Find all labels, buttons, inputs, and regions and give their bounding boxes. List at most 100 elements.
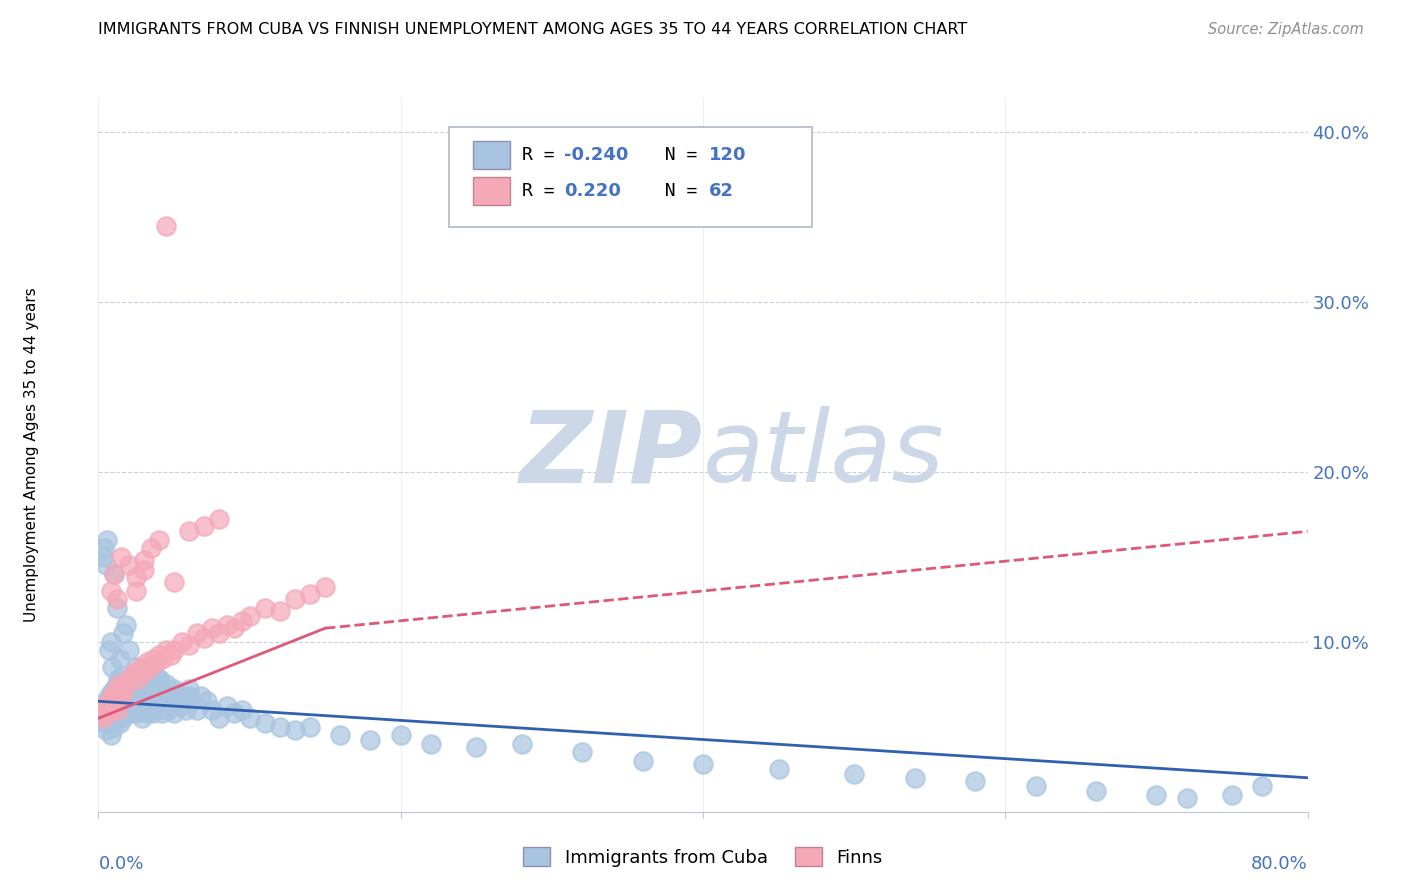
Point: [299, 720, 322, 734]
Point: [127, 672, 149, 686]
Point: [108, 694, 131, 708]
Text: IMMIGRANTS FROM CUBA VS FINNISH UNEMPLOYMENT AMONG AGES 35 TO 44 YEARS CORRELATI: IMMIGRANTS FROM CUBA VS FINNISH UNEMPLOY…: [98, 22, 967, 37]
Point: [190, 689, 212, 703]
Point: [253, 716, 276, 731]
Point: [90, 706, 112, 721]
Point: [111, 686, 134, 700]
Point: [136, 677, 159, 691]
Point: [360, 733, 382, 747]
Point: [132, 665, 155, 680]
Point: [239, 711, 262, 725]
Point: [166, 686, 188, 700]
Point: [186, 703, 208, 717]
Point: [146, 703, 169, 717]
Point: [100, 728, 122, 742]
Point: [114, 682, 136, 697]
Point: [125, 660, 148, 674]
Point: [132, 564, 155, 578]
Point: [143, 694, 166, 708]
Point: [100, 686, 122, 700]
Point: [96, 699, 118, 714]
Point: [104, 694, 127, 708]
Point: [135, 706, 157, 721]
Point: [177, 682, 201, 697]
Point: [1144, 788, 1167, 802]
Text: 120: 120: [709, 146, 747, 164]
Point: [172, 689, 194, 703]
Text: -0.240: -0.240: [564, 146, 628, 164]
Text: R =: R =: [522, 146, 565, 164]
Point: [105, 682, 128, 697]
Point: [208, 512, 231, 526]
Point: [1175, 791, 1198, 805]
Text: R =: R =: [522, 182, 565, 200]
Point: [103, 686, 125, 700]
Point: [131, 711, 153, 725]
Point: [155, 219, 177, 233]
Text: atlas: atlas: [703, 407, 945, 503]
Point: [692, 757, 714, 772]
Point: [101, 706, 124, 721]
Point: [111, 626, 134, 640]
Point: [193, 519, 215, 533]
Point: [108, 716, 131, 731]
Point: [152, 686, 174, 700]
Point: [96, 533, 118, 547]
Point: [94, 558, 117, 573]
Point: [142, 652, 165, 666]
Point: [128, 703, 150, 717]
Point: [465, 740, 488, 755]
Point: [193, 632, 215, 646]
Point: [142, 706, 165, 721]
Point: [129, 689, 152, 703]
Point: [177, 524, 201, 539]
Point: [510, 737, 533, 751]
Point: [904, 771, 927, 785]
Point: [160, 694, 183, 708]
Point: [314, 581, 336, 595]
Point: [329, 728, 352, 742]
Point: [94, 723, 117, 738]
Point: [110, 549, 132, 564]
Text: ZIP: ZIP: [520, 407, 703, 503]
Point: [1220, 788, 1243, 802]
Point: [149, 694, 172, 708]
Point: [134, 694, 156, 708]
Point: [844, 767, 866, 781]
Point: [105, 600, 128, 615]
Point: [103, 720, 125, 734]
Point: [208, 711, 231, 725]
Point: [156, 703, 179, 717]
Point: [571, 745, 593, 759]
Point: [299, 587, 322, 601]
Point: [231, 615, 253, 629]
Point: [177, 638, 201, 652]
Text: Unemployment Among Ages 35 to 44 years: Unemployment Among Ages 35 to 44 years: [24, 287, 39, 623]
Point: [145, 655, 167, 669]
Point: [1251, 779, 1274, 793]
Point: [170, 635, 193, 649]
Point: [110, 689, 132, 703]
Point: [91, 549, 114, 564]
Point: [125, 706, 148, 721]
Text: Source: ZipAtlas.com: Source: ZipAtlas.com: [1208, 22, 1364, 37]
Point: [224, 621, 246, 635]
Point: [103, 682, 125, 697]
Point: [177, 689, 201, 703]
Point: [224, 706, 246, 721]
Text: 0.220: 0.220: [564, 182, 621, 200]
Point: [419, 737, 441, 751]
Point: [94, 699, 117, 714]
Text: 80.0%: 80.0%: [1251, 855, 1308, 872]
Point: [104, 711, 127, 725]
Point: [118, 558, 141, 573]
Point: [129, 660, 152, 674]
Point: [91, 711, 114, 725]
Point: [111, 686, 134, 700]
Point: [1024, 779, 1046, 793]
Point: [139, 660, 162, 674]
Point: [389, 728, 412, 742]
Point: [96, 707, 118, 722]
Point: [103, 566, 125, 581]
Point: [103, 703, 125, 717]
